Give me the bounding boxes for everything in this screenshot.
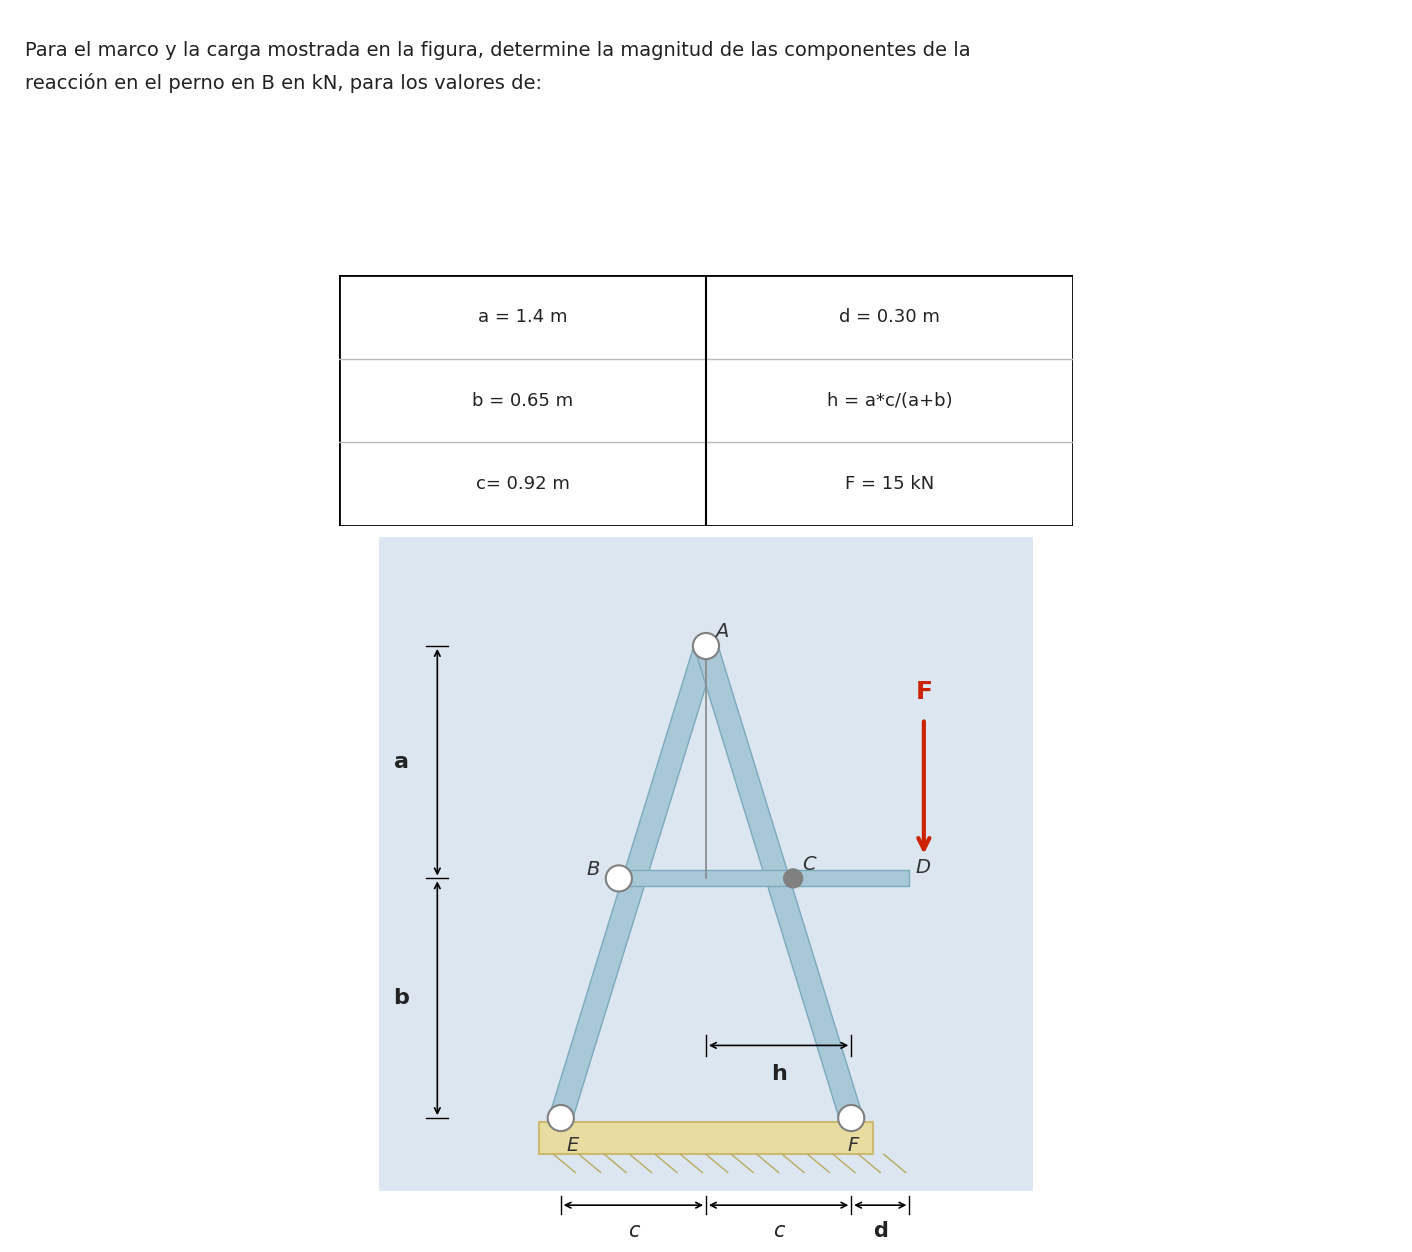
Text: a = 1.4 m: a = 1.4 m	[477, 308, 568, 327]
Text: c: c	[627, 1221, 640, 1241]
Text: D: D	[915, 858, 931, 876]
Text: c: c	[772, 1221, 785, 1241]
Text: h = a*c/(a+b): h = a*c/(a+b)	[827, 392, 952, 409]
Text: E: E	[566, 1136, 579, 1154]
Text: F: F	[847, 1136, 858, 1154]
Text: B: B	[586, 860, 600, 879]
Text: d = 0.30 m: d = 0.30 m	[839, 308, 940, 327]
Circle shape	[839, 1106, 864, 1131]
Polygon shape	[618, 870, 909, 886]
Text: d: d	[873, 1221, 888, 1241]
Text: C: C	[802, 855, 816, 874]
Text: Para el marco y la carga mostrada en la figura, determine la magnitud de las com: Para el marco y la carga mostrada en la …	[25, 41, 971, 93]
Circle shape	[548, 1106, 573, 1131]
Bar	[539, 1122, 873, 1154]
Text: A: A	[714, 622, 729, 641]
Text: F = 15 kN: F = 15 kN	[844, 475, 935, 493]
Circle shape	[693, 634, 719, 659]
Text: b = 0.65 m: b = 0.65 m	[472, 392, 573, 409]
Polygon shape	[549, 642, 717, 1122]
Text: F: F	[915, 680, 932, 704]
Circle shape	[784, 869, 802, 888]
Text: b: b	[393, 988, 409, 1008]
Text: a: a	[394, 752, 408, 772]
Polygon shape	[695, 642, 863, 1122]
Circle shape	[606, 865, 633, 891]
Text: h: h	[771, 1064, 786, 1084]
Text: c= 0.92 m: c= 0.92 m	[476, 475, 569, 493]
